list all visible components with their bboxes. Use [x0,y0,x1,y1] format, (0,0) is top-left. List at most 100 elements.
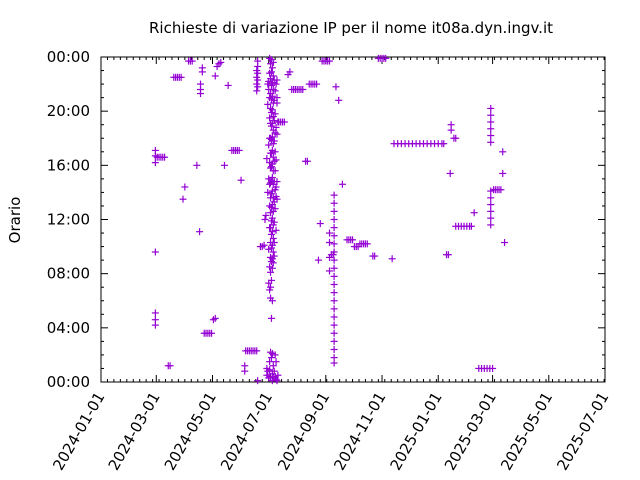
data-point [224,81,232,89]
data-point [286,68,294,76]
data-point [271,87,279,95]
data-point [271,148,279,156]
data-point [330,207,338,215]
data-point [326,57,334,65]
data-point [497,186,505,194]
data-point [269,248,277,256]
data-point [487,132,495,140]
data-point [280,118,288,126]
data-point [220,161,228,169]
data-point [452,134,460,142]
data-point [211,72,219,80]
data-point [266,358,274,366]
data-point [446,169,454,177]
data-point [254,83,262,91]
data-point [330,321,338,329]
data-point [269,58,277,66]
data-point [269,72,277,80]
data-point [266,366,274,374]
data-point [254,377,262,385]
data-point [267,283,275,291]
data-point [271,205,279,213]
data-point [273,377,281,385]
data-point [151,316,159,324]
data-point [161,153,169,161]
data-point [269,234,277,242]
data-point [254,76,262,84]
x-tick-label: 2024-09-01 [274,389,333,474]
data-point [272,123,280,131]
data-point [326,229,334,237]
data-point [487,125,495,133]
data-point [269,259,277,267]
data-point [267,268,275,276]
data-point [330,313,338,321]
data-point [254,69,262,77]
data-point [188,57,196,65]
data-point [330,191,338,199]
data-point [499,169,507,177]
data-point [272,358,280,366]
data-point [330,248,338,256]
data-point [177,73,185,81]
data-point [371,252,379,260]
data-point [267,68,275,76]
data-point [166,362,174,370]
data-point [330,289,338,297]
data-point [273,130,281,138]
data-point [330,281,338,288]
y-tick-label: 16:00 [47,156,90,174]
data-point [273,76,281,84]
data-point [272,80,280,88]
data-point [268,214,276,222]
data-point [349,236,357,244]
data-point [330,240,338,248]
data-points [151,54,509,385]
chart-title: Richieste di variazione IP per il nome i… [149,19,553,37]
data-point [272,226,280,234]
data-point [209,316,217,324]
data-point [266,114,274,122]
data-point [316,220,324,228]
data-point [265,141,273,149]
data-point [272,375,280,383]
data-point [314,256,322,264]
data-point [332,83,340,91]
x-tick-label: 2024-07-01 [217,389,276,474]
x-tick-label: 2025-05-01 [497,389,556,474]
data-point [267,314,275,322]
data-point [260,241,268,249]
data-point [193,161,201,169]
y-tick-label: 08:00 [47,265,90,283]
x-tick-label: 2024-05-01 [161,389,220,474]
data-point [501,239,509,247]
data-point [237,176,245,184]
data-point [338,180,346,188]
data-point [487,104,495,112]
data-point [151,309,159,317]
data-point [467,222,475,230]
data-point [330,337,338,345]
x-tick-label: 2024-03-01 [105,389,164,474]
data-point [253,87,261,95]
plot-frame [100,56,606,383]
data-point [254,57,262,65]
x-tick-label: 2024-11-01 [330,389,389,474]
data-point [235,146,243,154]
data-point [271,167,279,175]
data-point [208,329,216,337]
y-tick-label: 00:00 [47,48,90,66]
data-point [487,221,495,229]
x-tick-label: 2024-01-01 [49,389,108,474]
data-point [489,364,497,372]
data-point [267,354,275,362]
data-point [330,216,338,223]
data-point [487,201,495,209]
data-point [487,194,495,202]
data-point [299,86,307,93]
data-point [303,157,311,165]
data-point [487,138,495,146]
data-point [264,188,272,196]
y-tick-label: 12:00 [47,211,90,229]
